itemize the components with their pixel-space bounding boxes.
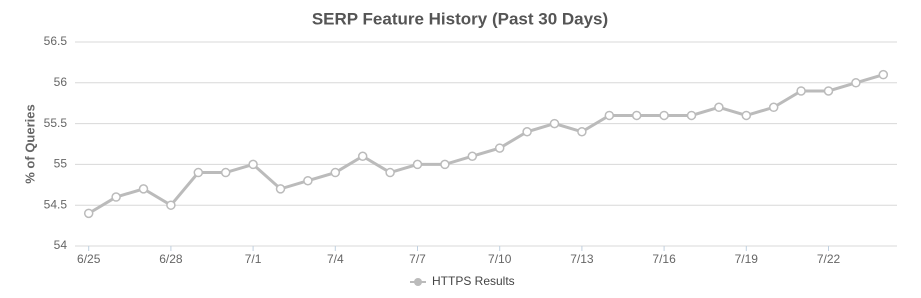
data-point <box>412 159 423 170</box>
data-point <box>549 118 560 129</box>
x-tick-label: 7/22 <box>817 252 841 266</box>
data-point <box>522 127 532 137</box>
x-tick-label: 7/13 <box>570 252 594 266</box>
data-point <box>878 69 889 80</box>
legend-label: HTTPS Results <box>432 274 515 288</box>
data-point <box>248 159 258 170</box>
data-point <box>604 110 615 121</box>
data-point <box>851 78 861 88</box>
data-point <box>138 184 149 194</box>
data-point <box>741 110 752 121</box>
x-tick-label: 7/19 <box>735 252 759 266</box>
data-point <box>631 110 642 121</box>
data-point <box>83 208 94 219</box>
x-tick-label: 7/10 <box>488 252 512 266</box>
data-point <box>467 151 478 161</box>
data-point <box>330 167 341 178</box>
y-tick-label: 54 <box>54 238 68 252</box>
data-point <box>385 167 395 178</box>
data-point <box>303 175 313 186</box>
data-point <box>193 167 204 178</box>
y-tick-label: 55.5 <box>44 116 68 130</box>
y-tick-label: 56.5 <box>44 34 68 48</box>
data-point <box>686 110 697 121</box>
y-tick-label: 55 <box>54 157 68 171</box>
x-tick-label: 6/28 <box>159 252 183 266</box>
data-point <box>275 184 286 194</box>
data-line <box>87 73 884 215</box>
data-point <box>796 86 806 96</box>
x-tick-label: 7/7 <box>409 252 426 266</box>
x-tick-label: 7/4 <box>327 252 344 266</box>
data-point <box>494 143 505 153</box>
data-point <box>659 110 669 121</box>
chart-title: SERP Feature History (Past 30 Days) <box>312 9 608 28</box>
legend-marker <box>414 278 422 286</box>
data-point <box>714 102 724 113</box>
data-point <box>357 151 368 161</box>
data-point <box>823 86 834 96</box>
data-point <box>440 159 450 170</box>
y-tick-label: 56 <box>54 75 68 89</box>
data-point <box>577 127 587 137</box>
x-tick-label: 6/25 <box>77 252 101 266</box>
data-point <box>166 200 176 210</box>
x-tick-label: 7/1 <box>245 252 262 266</box>
data-point <box>111 192 121 202</box>
x-tick-label: 7/16 <box>652 252 676 266</box>
y-axis-label: % of Queries <box>22 104 37 183</box>
data-point <box>220 167 231 178</box>
data-point <box>768 102 779 113</box>
y-tick-label: 54.5 <box>44 197 68 211</box>
